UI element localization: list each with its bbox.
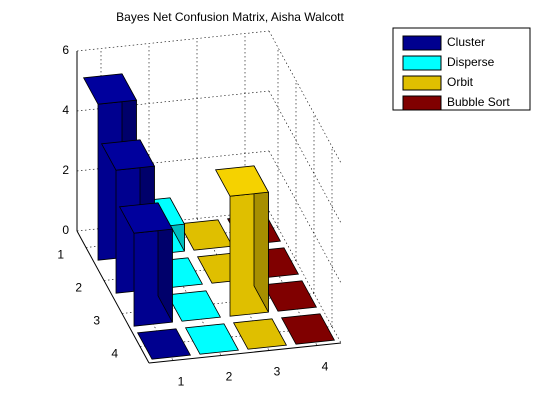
legend-label: Disperse — [447, 55, 495, 69]
legend-swatch — [402, 95, 442, 111]
grid-line — [268, 90, 342, 224]
y-axis — [76, 230, 150, 364]
z-tick-label: 4 — [62, 103, 69, 117]
bar-top — [184, 323, 240, 355]
z-tick-label: 2 — [62, 163, 69, 177]
legend-swatch — [402, 55, 442, 71]
x-tick-label: 1 — [178, 375, 185, 389]
x-tick-label: 2 — [226, 370, 233, 384]
grid-line — [268, 210, 342, 344]
bar-top — [214, 165, 270, 197]
x-axis — [148, 342, 342, 364]
legend-label: Orbit — [447, 75, 474, 89]
grid-line — [268, 30, 342, 164]
bar-top — [166, 290, 222, 322]
bar-top — [118, 202, 174, 234]
bar-top — [262, 280, 318, 312]
x-tick-label: 3 — [274, 365, 281, 379]
chart-title: Bayes Net Confusion Matrix, Aisha Walcot… — [116, 10, 344, 24]
bar-top — [136, 328, 192, 360]
bar-top — [232, 318, 288, 350]
legend-label: Bubble Sort — [447, 95, 510, 109]
y-tick-label: 1 — [57, 248, 64, 262]
y-tick-label: 4 — [111, 347, 118, 361]
bar-top — [82, 73, 138, 105]
grid-line — [76, 30, 270, 52]
y-tick-label: 2 — [75, 281, 82, 295]
grid-line — [268, 150, 342, 284]
legend-swatch — [402, 75, 442, 91]
bar-top — [100, 139, 156, 171]
legend-label: Cluster — [447, 35, 485, 49]
y-tick-label: 3 — [93, 314, 100, 328]
legend-swatch — [402, 35, 442, 51]
z-tick-label: 0 — [62, 223, 69, 237]
bar-top — [280, 313, 336, 345]
z-tick-label: 6 — [62, 43, 69, 57]
x-tick-label: 4 — [322, 360, 329, 374]
